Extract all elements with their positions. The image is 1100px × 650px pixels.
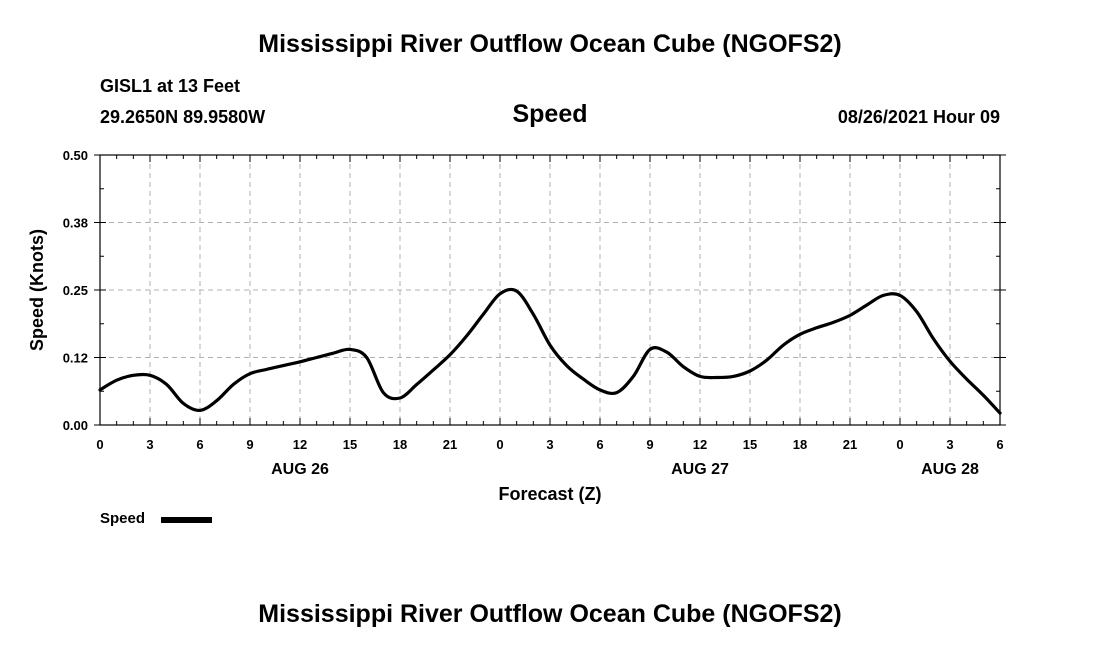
x-tick-label: 21 [443, 437, 457, 452]
y-axis-title: Speed (Knots) [27, 229, 47, 351]
x-tick-label: 3 [946, 437, 953, 452]
plot-frame [99, 154, 1001, 426]
x-tick-label: 0 [896, 437, 903, 452]
x-tick-label: 6 [996, 437, 1003, 452]
station-coordinates: 29.2650N 89.9580W [100, 107, 266, 127]
x-tick-label: 9 [646, 437, 653, 452]
date-label: AUG 27 [671, 461, 729, 478]
footer-title: Mississippi River Outflow Ocean Cube (NG… [258, 600, 842, 628]
x-tick-label: 18 [393, 437, 407, 452]
tick-labels: 0 3 6 9 12 15 18 21 0 3 6 9 12 15 18 21 0 3 6 0.00 0.12 0.25 0… [63, 148, 1004, 478]
x-tick-label: 3 [546, 437, 553, 452]
x-tick-label: 0 [96, 437, 103, 452]
x-tick-label: 6 [596, 437, 603, 452]
y-tick-label: 0.12 [63, 351, 88, 366]
y-tick-label: 0.25 [63, 283, 88, 298]
x-axis-title: Forecast (Z) [498, 484, 601, 504]
legend-label: Speed [100, 510, 146, 527]
forecast-datetime: 08/26/2021 Hour 09 [837, 107, 1000, 127]
date-label: AUG 26 [271, 461, 329, 478]
x-tick-label: 6 [196, 437, 203, 452]
x-tick-label: 15 [743, 437, 757, 452]
y-tick-label: 0.00 [63, 418, 88, 433]
x-tick-label: 21 [843, 437, 857, 452]
x-tick-label: 15 [343, 437, 357, 452]
speed-series-line [98, 287, 1002, 415]
x-tick-label: 9 [246, 437, 253, 452]
x-tick-label: 0 [496, 437, 503, 452]
y-tick-label: 0.38 [63, 216, 88, 231]
x-tick-label: 18 [793, 437, 807, 452]
station-label: GISL1 at 13 Feet [100, 76, 241, 96]
x-tick-label: 3 [146, 437, 153, 452]
variable-heading: Speed [512, 100, 588, 128]
y-tick-label: 0.50 [63, 148, 88, 163]
x-tick-label: 12 [293, 437, 307, 452]
chart-title: Mississippi River Outflow Ocean Cube (NG… [258, 30, 842, 58]
x-tick-label: 12 [693, 437, 707, 452]
legend-swatch [161, 517, 212, 523]
date-label: AUG 28 [921, 461, 979, 478]
grid-lines [100, 155, 1000, 425]
